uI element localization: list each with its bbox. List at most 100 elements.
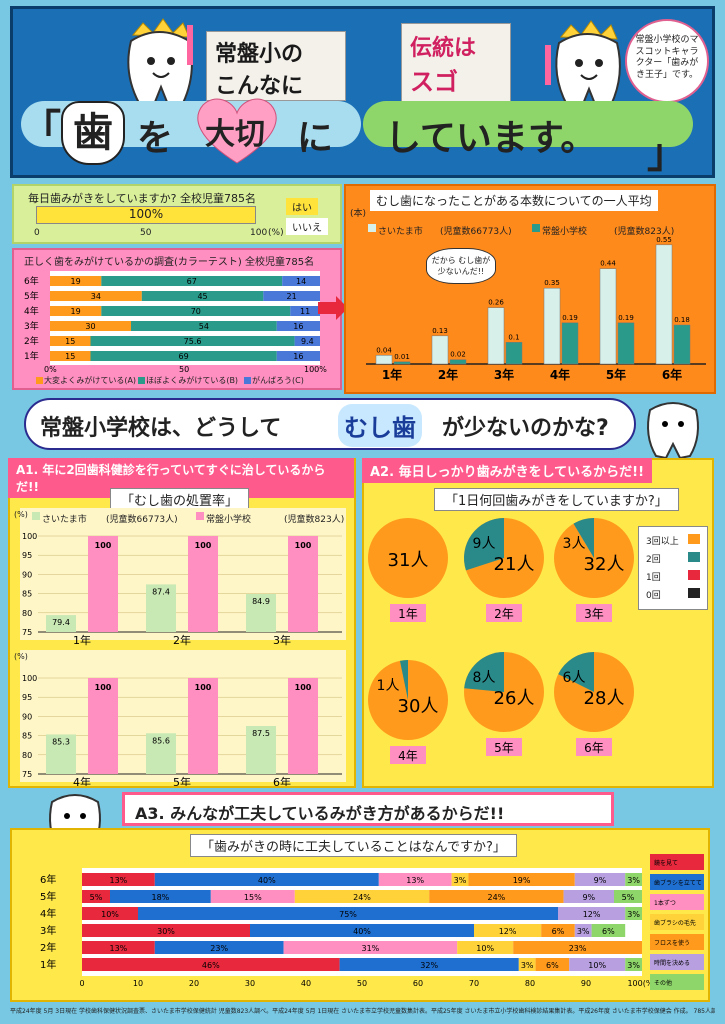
mascot-left [113, 13, 205, 113]
a3-bar-value: 13% [110, 876, 128, 885]
cavity-bar [561, 322, 579, 365]
cavity-bar-value: 0.1 [508, 333, 519, 341]
a2-legend-3plus: 3回以上 [646, 537, 679, 547]
a3-bar-value: 10% [101, 910, 119, 919]
a1-bar-value: 100 [295, 541, 312, 550]
a3-bar-segment [378, 873, 452, 886]
a3-bar-segment [154, 941, 284, 954]
a1-y-tick: 80 [22, 609, 32, 618]
a2-grade-label: 3年 [584, 607, 604, 621]
proper-bar-segment [282, 276, 320, 286]
proper-category-label: 5年 [24, 290, 39, 302]
title-card-2: 伝統は スゴイ!! [401, 23, 511, 131]
tooth-glyph: 歯 [61, 101, 125, 165]
cavity-bar-value: 0.44 [600, 260, 616, 268]
a3-legend-swatch [650, 914, 704, 930]
a1-unit-top: (%) [14, 510, 28, 519]
proper-bar-segment [90, 351, 277, 361]
bracket-close: 」 [647, 131, 687, 177]
brush-daily-question: 毎日歯みがきをしていますか? 全校児童785名 [28, 192, 256, 205]
a2-grade-label: 4年 [398, 749, 418, 763]
cavity-bar-value: 0.13 [432, 327, 448, 335]
a3-legend-swatch [650, 954, 704, 970]
a3-bar-segment [574, 873, 626, 886]
a1-bar-value: 100 [95, 541, 112, 550]
a2-pie-label: 1人 [377, 678, 400, 694]
cavity-avg-title: むし歯になったことがある本数についての一人平均 [370, 190, 658, 211]
a3-x-tick: 20 [189, 979, 199, 988]
a3-bar-value: 5% [90, 893, 103, 902]
a1-category-label: 4年 [73, 775, 91, 786]
a1-bar [146, 733, 176, 774]
proper-brush-panel: 正しく歯をみがけているかの調査(カラーテスト) 全校児童785名 6年 19 67 1… [12, 248, 342, 390]
proper-bar-value: 70 [191, 307, 201, 316]
a3-bar-value: 19% [513, 876, 531, 885]
proper-bar-segment [50, 291, 142, 301]
a2-grade-tag [390, 604, 426, 622]
proper-bar-segment [50, 321, 131, 331]
proper-bar-value: 34 [91, 292, 101, 301]
proper-bar-value: 19 [71, 307, 81, 316]
a2-legend-swatch-3plus [688, 534, 700, 544]
a1-chart: 100 95 90 85 80 75 79.4 100 1年 87.4 100 2年 84.9 100 3年… [22, 512, 342, 786]
a1-bar [288, 536, 318, 632]
a3-bar-value: 24% [353, 893, 371, 902]
title-school: 常盤小の [215, 42, 304, 67]
a3-bar-value: 9% [594, 876, 607, 885]
taisetsu-text: 大切 [205, 117, 265, 152]
a2-legend-0: 0回 [646, 591, 661, 601]
a2-panel: A2. 毎日しっかり歯みがきをしているからだ!! 「1日何回歯みがきをしています… [362, 458, 714, 788]
proper-bar-value: 19 [71, 277, 81, 286]
a3-x-tick: 100(%) [627, 979, 656, 988]
proper-bar-value: 45 [197, 292, 207, 301]
a3-bar-value: 18% [152, 893, 170, 902]
a3-bar-value: 3% [577, 927, 590, 936]
a1-bar-value: 100 [195, 683, 212, 692]
cavity-bar [431, 335, 449, 365]
a2-pie-label: 3人 [563, 536, 586, 552]
cavity-bar-value: 0.26 [488, 299, 504, 307]
a2-chart: 31人 1年 9人 21人 2年 3人 32人 3年 1人 30人 4年 8人 26人 5年 6人 28人 6年 [368, 518, 634, 764]
a2-pie-slice [464, 518, 504, 571]
a1-y-tick: 90 [22, 570, 32, 579]
proper-category-label: 2年 [24, 335, 39, 347]
proper-legend-swatch [244, 377, 251, 384]
a3-bar-segment [82, 941, 155, 954]
cavity-bar [543, 287, 561, 365]
proper-bar-segment [276, 321, 320, 331]
a3-bar-value: 31% [362, 944, 380, 953]
a1-bar-value: 87.5 [252, 729, 270, 738]
a3-bar-value: 46% [202, 961, 220, 970]
a3-x-tick: 10 [133, 979, 143, 988]
proper-legend-a: 大変よくみがけている(A) [44, 376, 137, 385]
a3-legend-label: フロスを使う [654, 939, 690, 947]
a1-y-tick: 85 [22, 590, 32, 599]
a2-pie-label: 9人 [473, 536, 496, 552]
cavity-bar-value: 0.55 [656, 236, 672, 244]
a3-x-tick: 90 [581, 979, 591, 988]
a3-bar-segment [474, 924, 542, 937]
a3-bar-value: 10% [476, 944, 494, 953]
cavity-legend-saitama: さいたま市 [378, 227, 423, 237]
proper-tick: 50 [179, 365, 189, 374]
proper-legend-swatch [138, 377, 145, 384]
bracket-open: 「 [21, 107, 61, 153]
cavity-bar [487, 307, 505, 365]
a2-grade-label: 5年 [494, 741, 514, 755]
title-card-1: 常盤小の こんなに [206, 31, 346, 101]
a2-grade-tag [390, 746, 426, 764]
a1-unit-bottom: (%) [14, 652, 28, 661]
proper-legend-c: がんばろう(C) [252, 376, 304, 385]
a1-bar [88, 678, 118, 774]
a1-y-tick: 80 [22, 751, 32, 760]
proper-tick: 0% [44, 365, 57, 374]
a3-x-tick: 80 [525, 979, 535, 988]
cavity-category-label: 1年 [382, 367, 402, 382]
a3-bar-segment [468, 873, 575, 886]
cavity-legend-saitama-note: (児童数66773人) [440, 227, 512, 237]
proper-category-label: 3年 [24, 320, 39, 332]
a3-x-tick: 30 [245, 979, 255, 988]
cavity-bar-value: 0.35 [544, 279, 560, 287]
a3-bar-value: 13% [110, 944, 128, 953]
proper-bar-segment [50, 336, 91, 346]
